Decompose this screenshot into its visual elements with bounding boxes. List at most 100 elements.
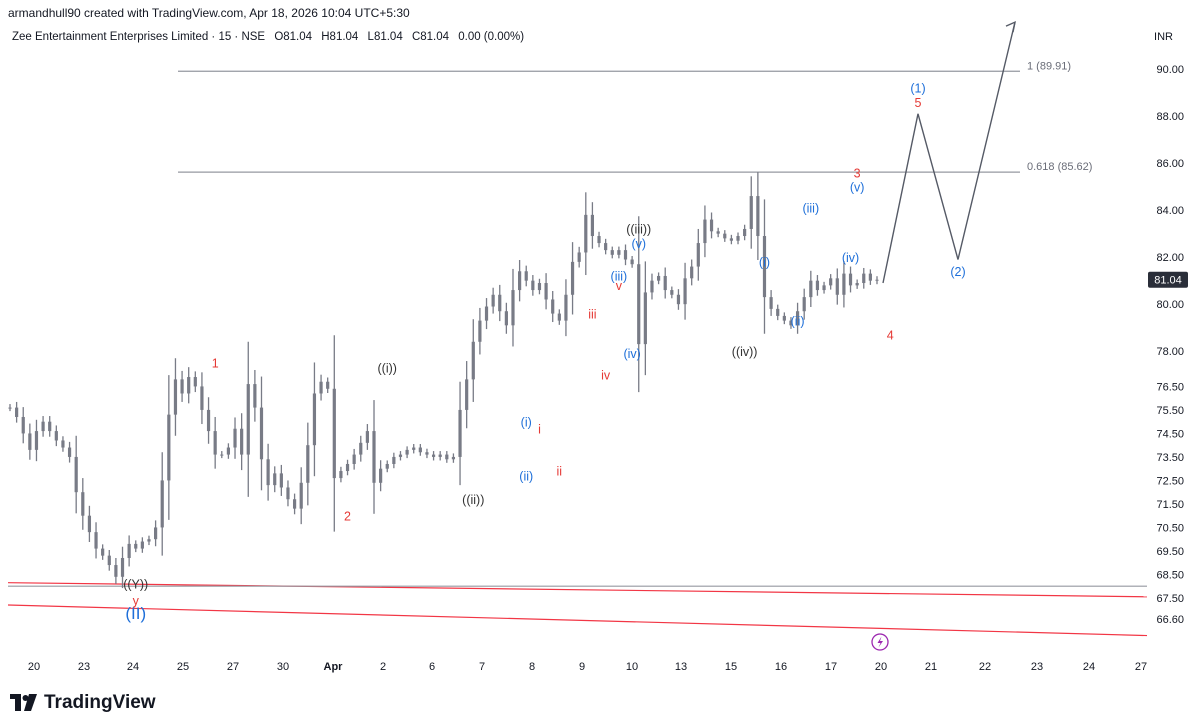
price-bar-body [723, 233, 727, 239]
price-bar-body [776, 308, 780, 316]
last-price-label: 81.04 [1154, 275, 1182, 287]
price-bar-body [306, 445, 310, 483]
price-bar [544, 273, 548, 310]
price-bar [292, 493, 297, 515]
price-bar-body [868, 273, 872, 281]
time-axis: 20 23 24 25 27 30 Apr 2 6 7 8 9 10 13 15 16 17 20 21 22 23 24… [28, 661, 1147, 673]
price-bar [842, 260, 846, 308]
price-bar-body [623, 250, 628, 260]
currency-label[interactable]: INR [1154, 31, 1173, 43]
price-bar [359, 435, 363, 462]
price-bar-body [584, 214, 588, 253]
price-bar [226, 443, 231, 459]
price-bar-body [809, 280, 813, 298]
price-bar-body [445, 454, 449, 460]
price-bar-body [286, 487, 290, 500]
price-bar [286, 480, 290, 507]
last-price-tag [1148, 271, 1188, 288]
price-bar [326, 377, 330, 394]
date-tick-label: 6 [429, 661, 435, 673]
price-bar-body [359, 442, 363, 455]
price-bar-body [762, 236, 767, 298]
price-bar-body [690, 266, 694, 279]
price-bar-body [842, 273, 846, 295]
price-bar [365, 424, 369, 450]
price-bar [756, 172, 760, 260]
wave-label: 3 [854, 166, 861, 180]
price-bar [809, 270, 813, 307]
price-bar-body [749, 196, 753, 229]
price-bar-body [81, 492, 85, 516]
price-bar-body [299, 482, 303, 509]
price-bar [835, 268, 839, 305]
price-bar-body [193, 377, 197, 387]
price-bar [94, 522, 98, 559]
price-tick-label: 74.50 [1156, 428, 1184, 440]
price-bar-body [134, 543, 138, 549]
price-bar [656, 272, 661, 285]
price-bar [28, 423, 32, 460]
price-bar [597, 231, 601, 248]
price-bar [127, 535, 131, 567]
price-bar [246, 341, 250, 497]
price-bar-body [564, 294, 568, 321]
wave-label: ((iv)) [732, 345, 758, 359]
price-bar [749, 176, 753, 249]
price-bar [703, 205, 707, 258]
price-bar [848, 266, 853, 293]
wave-label: iv [601, 368, 611, 382]
price-bar-body [835, 278, 839, 295]
price-bar-body [544, 283, 548, 300]
price-bar-body [240, 428, 244, 455]
price-bar-body [696, 243, 700, 267]
price-bar-body [610, 250, 614, 255]
chart-extras [871, 633, 889, 651]
price-bar-body [379, 468, 383, 483]
price-bar-body [815, 280, 820, 291]
price-bar-body [405, 449, 409, 455]
price-bar-body [743, 228, 747, 237]
price-bar-body [431, 454, 436, 457]
price-bar [81, 478, 85, 530]
wave-label: (iv) [842, 251, 859, 265]
ohlc-close: C81.04 [411, 31, 450, 43]
symbol-legend[interactable]: Zee Entertainment Enterprises Limited · … [12, 31, 530, 43]
price-bar-body [319, 381, 323, 394]
date-tick-label: 24 [127, 661, 139, 673]
date-tick-label: 30 [277, 661, 289, 673]
price-tick-label: 80.00 [1156, 299, 1184, 311]
price-bar [107, 550, 111, 571]
price-bar [723, 230, 727, 242]
price-bar [299, 467, 303, 525]
price-bar-body [107, 555, 111, 566]
price-bar [663, 267, 667, 299]
price-bar [458, 381, 462, 486]
tradingview-logo-text: TradingView [44, 692, 156, 713]
price-bar-body [822, 285, 826, 291]
price-bar [87, 505, 92, 543]
price-tick-label: 76.50 [1156, 381, 1184, 393]
fib-label-1: 0.618 (85.62) [1027, 161, 1092, 173]
price-tick-label: 75.50 [1156, 405, 1184, 417]
wave-label: ii [557, 465, 563, 479]
wave-label: (iii) [611, 270, 628, 284]
price-bar [484, 298, 489, 330]
price-bar-body [34, 431, 39, 450]
ohlc-change: 0.00 (0.00%) [458, 31, 525, 43]
ohlc-high: H81.04 [321, 31, 359, 43]
price-bar-body [61, 440, 65, 448]
price-bar [266, 443, 270, 501]
price-bar-body [412, 447, 416, 450]
price-bar [782, 312, 786, 325]
price-bar [524, 265, 528, 287]
price-bar [815, 275, 820, 296]
price-bar [862, 267, 866, 289]
price-bar-body [253, 384, 257, 408]
fib-label-0: 1 (89.91) [1027, 60, 1071, 72]
price-bar [537, 278, 542, 295]
price-bar [769, 290, 773, 316]
price-bar [279, 464, 283, 496]
price-tick-label: 67.50 [1156, 593, 1184, 605]
